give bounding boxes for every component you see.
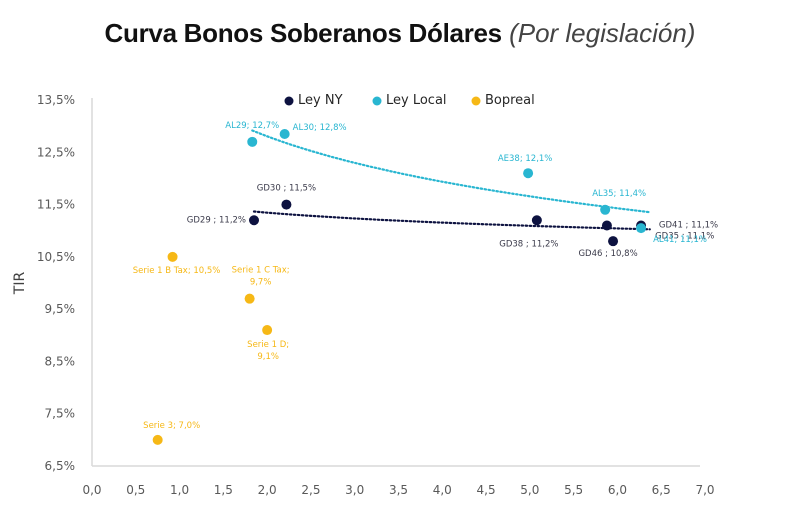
x-tick-label: 3,0 — [345, 483, 364, 497]
y-tick-label: 12,5% — [37, 145, 75, 159]
data-label-line: Serie 1 D; — [247, 340, 289, 350]
data-label-line: Serie 1 C Tax; — [232, 266, 290, 276]
point-bopreal — [152, 434, 163, 445]
data-label-bopreal: Serie 1 C Tax; 9,7% — [232, 266, 290, 288]
legend-label: Ley NY — [298, 93, 343, 108]
data-label-line: GD46 ; 10,8% — [578, 249, 637, 259]
x-tick-label: 5,5 — [564, 483, 583, 497]
chart-title: Curva Bonos Soberanos Dólares (Por legis… — [0, 18, 800, 49]
data-label-line: GD29 ; 11,2% — [187, 215, 246, 225]
data-label-bopreal: Serie 1 B Tax; 10,5% — [133, 266, 221, 276]
data-label-ley-ny: GD46 ; 10,8% — [578, 249, 637, 259]
y-axis-title: TIR — [12, 272, 28, 296]
y-tick-label: 7,5% — [45, 407, 76, 421]
data-points — [152, 128, 647, 445]
x-tick-label: 4,5 — [477, 483, 496, 497]
y-tick-label: 13,5% — [37, 93, 75, 107]
y-tick-label: 8,5% — [45, 354, 76, 368]
legend-marker — [471, 96, 481, 106]
data-label-ley-ny: GD41 ; 11,1% — [659, 220, 718, 230]
x-tick-label: 1,0 — [170, 483, 189, 497]
data-label-bopreal: Serie 1 D; 9,1% — [247, 340, 289, 362]
data-label-ley-local: AL35; 11,4% — [592, 189, 646, 199]
point-ley-ny — [531, 215, 542, 226]
x-tick-label: 0,5 — [126, 483, 145, 497]
point-ley-local — [636, 223, 647, 234]
x-tick-label: 0,0 — [82, 483, 101, 497]
x-tick-label: 6,0 — [608, 483, 627, 497]
point-bopreal — [167, 251, 178, 262]
legend-label: Bopreal — [485, 93, 535, 108]
data-label-ley-ny: GD38 ; 11,2% — [499, 239, 558, 249]
point-ley-local — [247, 136, 258, 147]
y-tick-label: 6,5% — [45, 459, 76, 473]
trendline-ley-ny — [252, 210, 651, 231]
point-ley-local — [523, 168, 534, 179]
data-label-ley-ny: GD30 ; 11,5% — [257, 184, 316, 194]
x-tick-label: 3,5 — [389, 483, 408, 497]
data-label-line: GD38 ; 11,2% — [499, 239, 558, 249]
data-label-line: 9,7% — [250, 278, 272, 288]
point-ley-ny — [601, 220, 612, 231]
legend-item-ley-ny: Ley NY — [284, 93, 343, 108]
chart-title-subtitle: (Por legislación) — [509, 18, 696, 48]
data-label-line: AE38; 12,1% — [498, 154, 553, 164]
legend-marker — [372, 96, 382, 106]
trendlines — [251, 129, 651, 231]
legend-label: Ley Local — [386, 93, 447, 108]
x-tick-label: 5,0 — [520, 483, 539, 497]
data-label-ley-local: AL41; 11,1% — [653, 235, 707, 245]
data-label-ley-ny: GD35 ; 11,1% — [655, 231, 714, 241]
point-ley-local — [600, 204, 611, 215]
y-tick-label: 10,5% — [37, 250, 75, 264]
legend-marker — [284, 96, 294, 106]
data-label-ley-local: AL29; 12,7% — [225, 121, 279, 131]
data-label-line: Serie 1 B Tax; 10,5% — [133, 266, 221, 276]
data-label-line: AL29; 12,7% — [225, 121, 279, 131]
data-label-ley-local: AL30; 12,8% — [293, 123, 347, 133]
x-tick-label: 4,0 — [433, 483, 452, 497]
legend-item-ley-local: Ley Local — [372, 93, 447, 108]
data-label-line: GD35 ; 11,1% — [655, 231, 714, 241]
y-tick-label: 9,5% — [45, 302, 76, 316]
point-ley-local — [279, 128, 290, 139]
axes: 13,5% 12,5% 11,5% 10,5% 9,5% 8,5% 7,5% 6,5% 0,0 0… — [12, 93, 715, 497]
point-bopreal — [262, 325, 273, 336]
x-tick-label: 2,0 — [258, 483, 277, 497]
x-tick-label: 2,5 — [301, 483, 320, 497]
x-tick-label: 1,5 — [214, 483, 233, 497]
data-labels: GD29 ; 11,2% GD30 ; 11,5% GD38 ; 11,2% GD41… — [133, 121, 718, 431]
data-label-line: AL30; 12,8% — [293, 123, 347, 133]
data-label-bopreal: Serie 3; 7,0% — [143, 421, 200, 431]
data-label-ley-ny: GD29 ; 11,2% — [187, 215, 246, 225]
data-label-line: AL35; 11,4% — [592, 189, 646, 199]
x-tick-label: 6,5 — [652, 483, 671, 497]
data-label-line: Serie 3; 7,0% — [143, 421, 200, 431]
trendline-ley-local — [251, 129, 651, 214]
legend-item-bopreal: Bopreal — [471, 93, 535, 108]
data-label-line: GD41 ; 11,1% — [659, 220, 718, 230]
y-tick-label: 11,5% — [37, 198, 75, 212]
point-ley-ny — [608, 236, 619, 247]
data-label-line: AL41; 11,1% — [653, 235, 707, 245]
legend: Ley NY Ley Local Bopreal — [284, 93, 535, 108]
point-bopreal — [244, 293, 255, 304]
point-ley-ny — [249, 215, 260, 226]
data-label-line: 9,1% — [257, 352, 279, 362]
chart-title-main: Curva Bonos Soberanos Dólares — [104, 18, 503, 48]
point-ley-ny — [281, 199, 292, 210]
data-label-line: GD30 ; 11,5% — [257, 184, 316, 194]
data-label-ley-local: AE38; 12,1% — [498, 154, 553, 164]
x-tick-label: 7,0 — [695, 483, 714, 497]
